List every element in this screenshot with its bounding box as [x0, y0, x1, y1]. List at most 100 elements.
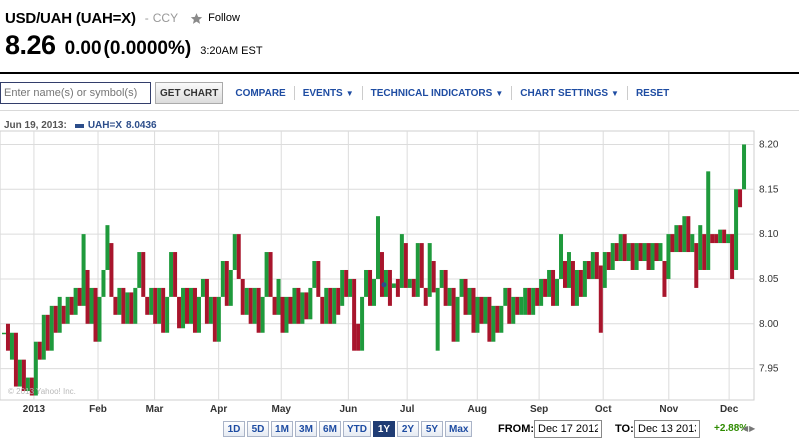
candle	[471, 287, 476, 333]
candle	[459, 278, 464, 297]
candle	[360, 296, 365, 351]
exchange-label: CCY	[152, 11, 179, 25]
range-button-5y[interactable]: 5Y	[421, 421, 443, 437]
candle	[181, 287, 186, 329]
candle	[662, 261, 667, 297]
price-change: 0.00	[64, 38, 102, 59]
candle	[543, 278, 548, 297]
range-button-1m[interactable]: 1M	[271, 421, 293, 437]
range-selector: 1D 5D 1M 3M 6M YTD 1Y 2Y 5Y Max	[223, 421, 474, 437]
range-button-3m[interactable]: 3M	[295, 421, 317, 437]
candle	[483, 296, 488, 324]
range-button-5d[interactable]: 5D	[247, 421, 269, 437]
candle	[69, 296, 74, 315]
caret-down-icon: ▼	[345, 88, 354, 98]
reset-link[interactable]: RESET	[628, 86, 677, 100]
events-menu[interactable]: EVENTS ▼	[295, 86, 363, 100]
candle	[280, 296, 285, 333]
candle	[304, 292, 309, 320]
candle	[559, 234, 564, 279]
candle	[555, 278, 560, 306]
range-button-1d[interactable]: 1D	[223, 421, 245, 437]
arrow-left-icon[interactable]: ◀	[742, 424, 749, 433]
y-tick-label: 8.15	[759, 184, 779, 195]
x-tick-label: Mar	[146, 404, 164, 415]
candle	[467, 287, 472, 315]
candle	[200, 278, 205, 297]
candle	[427, 243, 432, 297]
legend-symbol: UAH=X	[87, 120, 122, 131]
toolbar-divider	[0, 110, 799, 111]
candle	[145, 296, 150, 315]
y-tick-label: 8.20	[759, 139, 779, 150]
symbol-title: USD/UAH (UAH=X)	[5, 9, 136, 27]
candle	[578, 269, 583, 297]
candle	[726, 234, 731, 244]
candle	[352, 278, 357, 351]
candle	[566, 252, 571, 288]
candle	[149, 287, 154, 315]
price-chart[interactable]: 8.20 8.15 8.10 8.05 8.00 7.95 2013 Feb Mar Apr May…	[0, 117, 799, 443]
candle	[594, 252, 599, 279]
candle	[562, 261, 567, 288]
symbol-search-input[interactable]	[0, 82, 151, 104]
follow-button[interactable]: Follow	[190, 12, 240, 25]
candle	[173, 252, 178, 297]
x-tick-label: May	[272, 404, 292, 415]
candle	[479, 296, 484, 324]
candle	[312, 261, 317, 288]
chart-settings-menu[interactable]: CHART SETTINGS ▼	[512, 86, 628, 100]
candle	[81, 234, 86, 306]
candle	[690, 234, 695, 253]
x-tick-label: Nov	[659, 404, 678, 415]
candle	[252, 287, 257, 324]
candle	[208, 296, 213, 324]
range-button-max[interactable]: Max	[445, 421, 473, 437]
candle	[694, 243, 699, 288]
candle	[614, 243, 619, 262]
candle	[121, 287, 126, 324]
candle	[626, 243, 631, 262]
candle	[228, 269, 233, 306]
candle	[590, 252, 595, 279]
candle	[113, 296, 118, 315]
follow-label: Follow	[208, 12, 240, 24]
candle	[89, 287, 94, 324]
events-label: EVENTS	[302, 87, 343, 99]
candle	[169, 252, 174, 297]
candle	[722, 229, 727, 244]
candle	[574, 269, 579, 306]
to-date-input[interactable]	[634, 420, 700, 438]
candle	[423, 287, 428, 306]
candle	[216, 296, 221, 342]
range-button-1y[interactable]: 1Y	[373, 421, 395, 437]
candle	[153, 287, 158, 324]
scroll-arrows[interactable]: ◀ ▶	[741, 424, 755, 433]
candle	[177, 296, 182, 329]
from-date-input[interactable]	[534, 420, 602, 438]
technical-indicators-menu[interactable]: TECHNICAL INDICATORS ▼	[363, 86, 513, 100]
candle	[395, 278, 400, 297]
get-chart-button[interactable]: GET CHART	[155, 82, 224, 104]
candle	[634, 243, 639, 270]
range-button-ytd[interactable]: YTD	[343, 421, 371, 437]
arrow-right-icon[interactable]: ▶	[749, 424, 756, 433]
chart-settings-label: CHART SETTINGS	[520, 87, 609, 99]
candle	[718, 229, 723, 244]
title-separator: -	[144, 11, 149, 25]
candle	[165, 296, 170, 333]
candlestick-chart[interactable]: 8.20 8.15 8.10 8.05 8.00 7.95 2013 Feb Mar Apr May…	[0, 117, 799, 417]
candle	[340, 269, 345, 306]
candle	[519, 296, 524, 315]
candle	[491, 305, 496, 342]
y-tick-label: 8.00	[759, 319, 779, 330]
candle	[49, 305, 54, 351]
candle	[610, 243, 615, 270]
candle	[586, 261, 591, 279]
candle	[666, 234, 671, 279]
quote-line: 8.26 0.00 (0.0000%) 3:20AM EST	[5, 30, 263, 62]
compare-link[interactable]: COMPARE	[227, 86, 295, 100]
range-button-2y[interactable]: 2Y	[397, 421, 419, 437]
range-button-6m[interactable]: 6M	[319, 421, 341, 437]
technical-indicators-label: TECHNICAL INDICATORS	[370, 87, 493, 99]
